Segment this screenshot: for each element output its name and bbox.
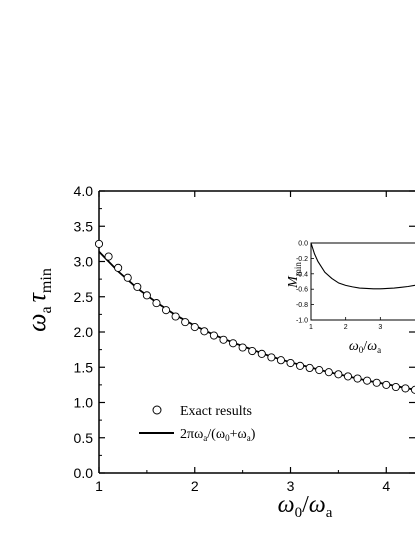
inset-y-tick-label: -0.2 bbox=[296, 256, 308, 263]
series-exact-point bbox=[324, 368, 333, 377]
series-exact-point bbox=[142, 291, 151, 300]
series-exact-point bbox=[123, 273, 132, 282]
inset-y-tick-label: 0.0 bbox=[298, 241, 308, 248]
legend-marker-exact bbox=[152, 405, 162, 415]
main-x-axis-label: ω0/ωa bbox=[278, 492, 333, 521]
series-exact-point bbox=[219, 335, 228, 344]
series-exact-point bbox=[133, 282, 142, 291]
inset-x-tick-label: 1 bbox=[309, 324, 313, 331]
main-axes-frame bbox=[98, 190, 415, 474]
inset-border bbox=[310, 242, 415, 321]
series-exact-point bbox=[296, 361, 305, 370]
main-y-axis-label: ωaτmin bbox=[22, 268, 55, 332]
main-plot-area bbox=[94, 239, 415, 394]
legend-label-exact: Exact results bbox=[180, 404, 252, 419]
series-exact-point bbox=[276, 356, 285, 365]
inset-plot-area bbox=[310, 242, 415, 290]
series-exact-point bbox=[257, 349, 266, 358]
inset-y-tick-label: -1.0 bbox=[296, 318, 308, 325]
series-exact-point bbox=[248, 346, 257, 356]
series-exact-point bbox=[200, 327, 209, 336]
series-exact-point bbox=[114, 263, 123, 272]
series-exact-point bbox=[343, 372, 353, 381]
inset-x-tick-label: 2 bbox=[344, 324, 348, 331]
series-exact-point bbox=[104, 252, 113, 261]
inset-y-tick-label: -0.4 bbox=[296, 271, 308, 278]
inset-ticks: 0.0 -0.2 -0.4 -0.6 -0.8 -1.01 2 3 bbox=[296, 241, 382, 332]
series-exact-point bbox=[410, 385, 415, 394]
series-exact-point bbox=[181, 318, 190, 327]
series-exact-point bbox=[391, 382, 400, 392]
series-exact-point bbox=[382, 380, 391, 389]
main-y-tick-label: 4.0 bbox=[74, 183, 94, 199]
legend: Exact results 2πωa/(ω0+ωa) bbox=[139, 404, 256, 443]
series-exact-point bbox=[152, 299, 161, 308]
inset-x-axis-label: ω0/ωa bbox=[349, 339, 381, 355]
main-y-tick-label: 2.0 bbox=[74, 324, 94, 340]
series-exact-point bbox=[363, 376, 372, 385]
inset-series-line bbox=[310, 242, 415, 290]
main-y-tick-label: 0.0 bbox=[74, 465, 94, 481]
series-exact-point bbox=[94, 239, 104, 248]
series-exact-point bbox=[305, 363, 314, 373]
series-exact-point bbox=[209, 331, 218, 340]
series-exact-point bbox=[238, 343, 247, 352]
inset-x-tick-label: 3 bbox=[378, 324, 382, 331]
inset-y-axis-label: Mmin bbox=[286, 262, 303, 289]
main-ticks: 0.0 0.5 1.0 1.5 2.0 2.5 3.0 3.5 4.0 1 2 3 4 bbox=[74, 183, 415, 494]
main-x-tick-label: 1 bbox=[95, 478, 103, 494]
series-exact-point bbox=[401, 384, 410, 393]
series-exact-point bbox=[372, 378, 381, 387]
series-exact-point bbox=[171, 312, 180, 321]
series-exact-point bbox=[334, 370, 343, 379]
inset-y-tick-label: -0.6 bbox=[296, 287, 308, 294]
series-exact-point bbox=[267, 353, 276, 362]
main-x-tick-label: 4 bbox=[382, 478, 390, 494]
main-y-tick-label: 3.5 bbox=[74, 218, 94, 234]
main-x-tick-label: 3 bbox=[287, 478, 295, 494]
series-exact-point bbox=[190, 323, 199, 332]
series-exact-point bbox=[353, 374, 362, 383]
main-y-tick-label: 2.5 bbox=[74, 289, 94, 305]
main-y-tick-label: 1.5 bbox=[74, 359, 94, 375]
main-y-tick-label: 1.0 bbox=[74, 395, 94, 411]
main-x-tick-label: 2 bbox=[191, 478, 199, 494]
series-exact-point bbox=[286, 358, 295, 368]
inset-y-tick-label: -0.8 bbox=[296, 302, 308, 309]
series-exact-point bbox=[229, 339, 238, 348]
inset-axes-frame bbox=[310, 242, 415, 321]
legend-label-analytic: 2πωa/(ω0+ωa) bbox=[180, 427, 256, 443]
series-exact-point bbox=[161, 306, 171, 315]
series-exact-point bbox=[315, 366, 324, 375]
main-y-tick-label: 3.0 bbox=[74, 254, 94, 270]
main-y-tick-label: 0.5 bbox=[74, 430, 94, 446]
